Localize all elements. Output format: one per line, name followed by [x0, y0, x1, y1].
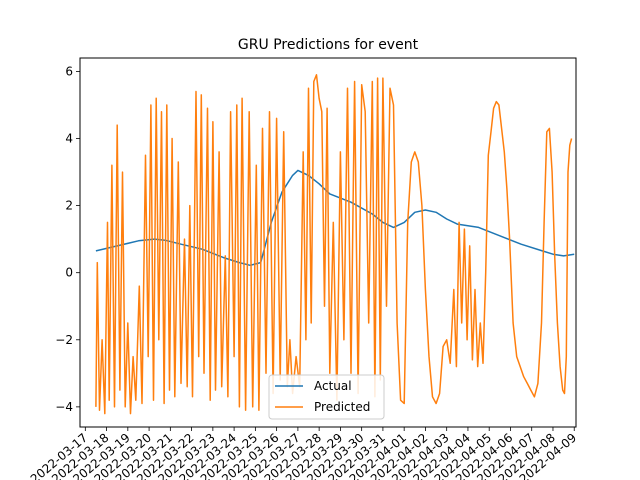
legend: Actual Predicted — [268, 374, 385, 420]
plot-area — [95, 74, 575, 415]
y-tick-label: 4 — [65, 132, 73, 146]
legend-label-actual: Actual — [314, 379, 352, 393]
y-tick-label: −2 — [55, 333, 73, 347]
y-tick-label: 6 — [65, 64, 73, 78]
x-axis: 2022-03-172022-03-182022-03-192022-03-20… — [28, 427, 579, 480]
y-axis: −4 −2 0 2 4 6 — [55, 64, 80, 414]
chart-title: GRU Predictions for event — [238, 37, 419, 53]
y-tick-label: 0 — [65, 266, 73, 280]
series-line-predicted — [95, 74, 573, 415]
series-line-actual — [95, 169, 575, 267]
legend-label-predicted: Predicted — [314, 400, 370, 414]
axes-frame — [79, 57, 577, 428]
y-tick-label: 2 — [65, 199, 73, 213]
y-tick-label: −4 — [55, 400, 73, 414]
